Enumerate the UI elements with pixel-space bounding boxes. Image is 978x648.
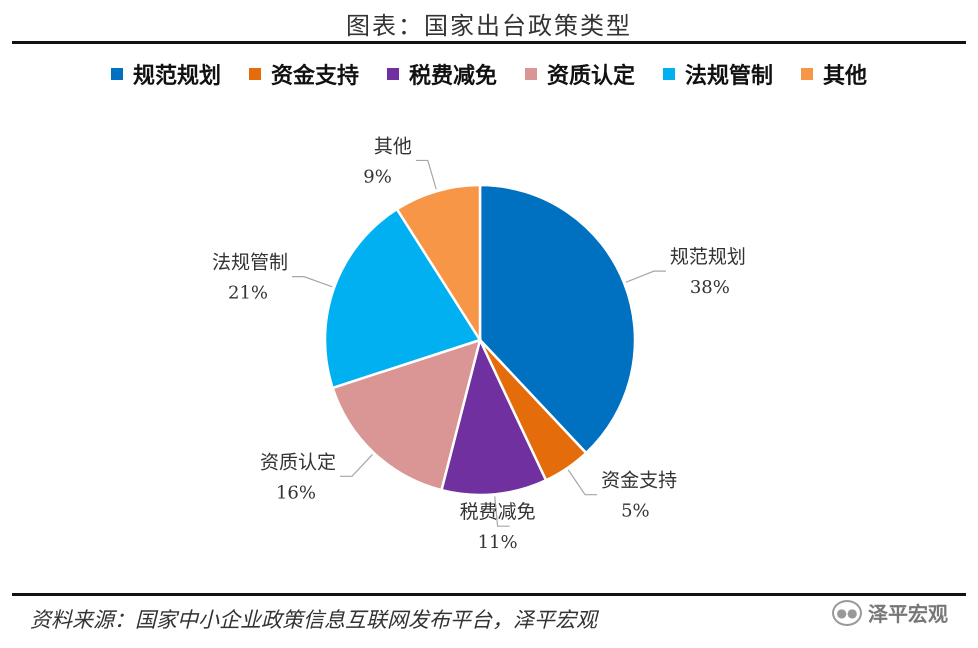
legend-label: 其他 (823, 64, 868, 89)
slice-label: 规范规划 (670, 246, 746, 268)
pie-slices (323, 183, 637, 497)
slice-percent-label: 21% (228, 283, 268, 304)
leader-line (494, 496, 510, 527)
leader-line (292, 276, 333, 288)
legend-item-规范规划: 规范规划 (110, 58, 221, 90)
pie-slice-资质认定 (331, 338, 482, 492)
leader-lines (292, 159, 666, 527)
legend-item-资质认定: 资质认定 (525, 58, 635, 90)
slice-percent-label: 5% (621, 501, 650, 522)
data-labels: 规范规划 38% 资金支持 5% 税费减免 11% 资质认定 16% 法规管制 21% 其他 9% (212, 135, 746, 553)
slice-label: 其他 (374, 135, 412, 157)
slice-label: 资金支持 (601, 470, 677, 492)
leader-line (339, 454, 373, 477)
legend-label: 法规管制 (685, 64, 774, 89)
pie-chart: 规范规划 38% 资金支持 5% 税费减免 11% 资质认定 16% 法规管制 21% 其他 9% (212, 135, 746, 553)
slice-label: 税费减免 (460, 501, 536, 523)
pie-slice-法规管制 (323, 207, 482, 390)
leader-line (625, 270, 666, 283)
wechat-icon: ●● (832, 599, 862, 626)
legend-label: 税费减免 (408, 64, 497, 89)
legend: 规范规划 资金支持 税费减免 资质认定 法规管制 其他 (0, 58, 978, 90)
slice-percent-label: 11% (478, 532, 518, 553)
legend-label: 资金支持 (270, 64, 359, 89)
watermark: ●● 泽平宏观 (832, 598, 948, 627)
legend-item-税费减免: 税费减免 (386, 58, 497, 90)
legend-item-资金支持: 资金支持 (248, 58, 359, 90)
watermark-text: 泽平宏观 (868, 602, 948, 626)
slice-percent-label: 16% (276, 482, 316, 503)
legend-swatch (248, 68, 261, 80)
slice-label: 法规管制 (212, 252, 288, 274)
top-rule (12, 41, 966, 44)
legend-swatch (801, 68, 814, 80)
leader-line (567, 469, 598, 496)
pie-slice-规范规划 (478, 183, 637, 455)
source-note: 资料来源：国家中小企业政策信息互联网发布平台，泽平宏观 (30, 608, 597, 632)
legend-swatch (525, 68, 537, 80)
pie-slice-其他 (395, 183, 482, 345)
legend-item-其他: 其他 (801, 58, 867, 90)
legend-swatch (110, 68, 123, 80)
legend-label: 资质认定 (547, 64, 636, 89)
chart-title: 图表：国家出台政策类型 (346, 12, 632, 40)
slice-percent-label: 9% (363, 166, 392, 187)
slice-percent-label: 38% (690, 277, 730, 298)
bottom-rule (12, 593, 966, 596)
legend-swatch (663, 68, 676, 80)
legend-item-法规管制: 法规管制 (663, 58, 773, 90)
legend-label: 规范规划 (132, 64, 221, 89)
slice-label: 资质认定 (260, 451, 336, 473)
pie-slice-税费减免 (439, 336, 548, 497)
leader-line (415, 159, 437, 190)
legend-swatch (386, 68, 399, 80)
